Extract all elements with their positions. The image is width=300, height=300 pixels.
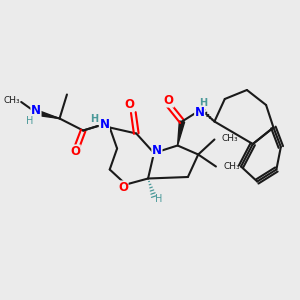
Text: N: N [152, 143, 162, 157]
Text: CH₃: CH₃ [3, 96, 20, 105]
Polygon shape [35, 110, 60, 118]
Text: O: O [118, 181, 128, 194]
Text: H: H [26, 116, 33, 126]
Text: H: H [90, 114, 98, 124]
Text: N: N [195, 106, 205, 119]
Text: N: N [31, 104, 41, 118]
Polygon shape [178, 121, 184, 146]
Text: CH₃: CH₃ [222, 134, 238, 142]
Text: H: H [155, 194, 162, 205]
Text: O: O [164, 94, 174, 107]
Text: H: H [200, 98, 208, 109]
Text: N: N [99, 118, 110, 131]
Text: O: O [124, 98, 134, 112]
Text: O: O [70, 145, 80, 158]
Text: CH₃: CH₃ [223, 162, 240, 171]
